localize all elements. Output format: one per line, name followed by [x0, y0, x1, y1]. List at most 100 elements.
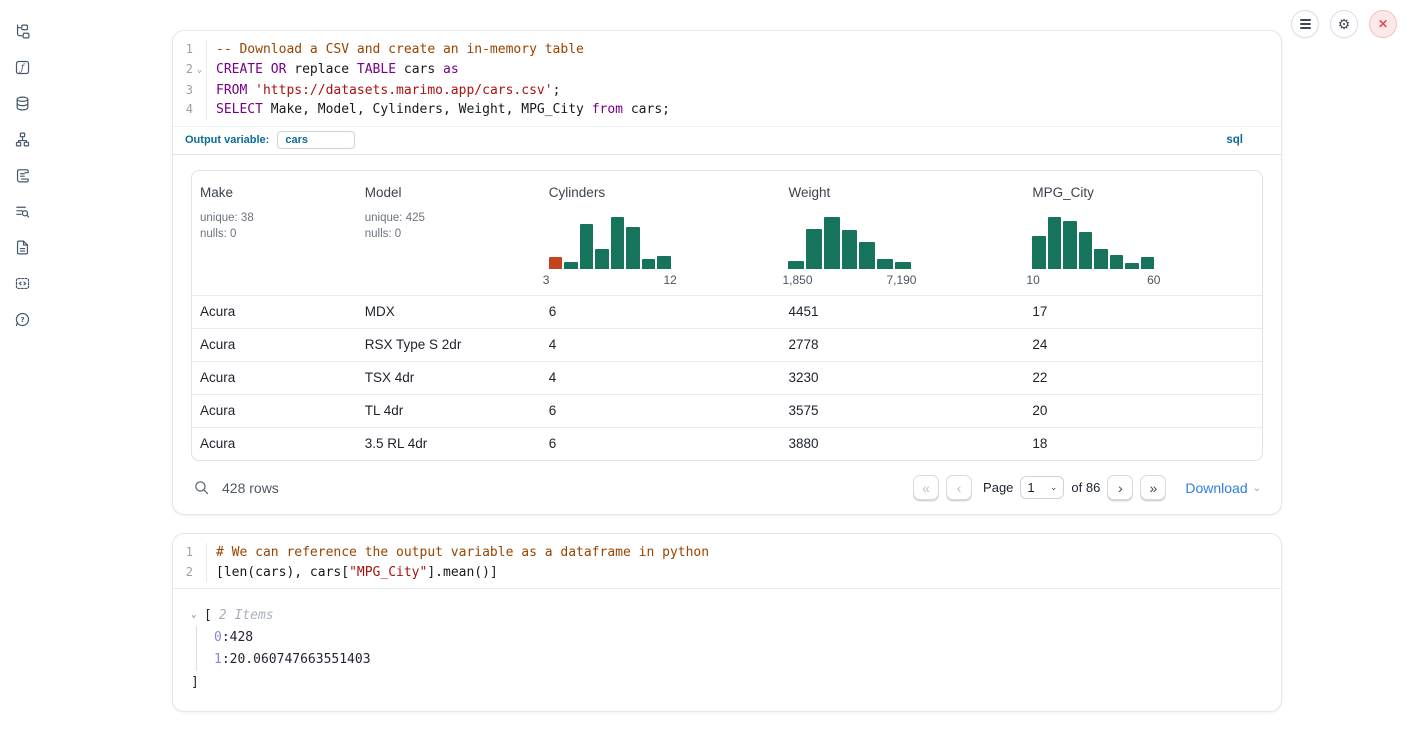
- output-list-item: 0: 428: [214, 626, 1263, 649]
- sql-code-editor[interactable]: 1-- Download a CSV and create an in-memo…: [173, 31, 1281, 126]
- item-value: 428: [230, 630, 253, 645]
- search-icon[interactable]: [193, 479, 210, 496]
- line-number: 1: [173, 543, 193, 563]
- code-text: [len(cars), cars["MPG_City"].mean()]: [207, 563, 498, 583]
- file-explorer-icon[interactable]: [14, 23, 31, 40]
- histogram-bar: [642, 259, 656, 268]
- column-histogram[interactable]: [1032, 217, 1154, 269]
- prev-page-icon: ‹: [957, 481, 962, 495]
- histogram-bar: [1048, 217, 1062, 269]
- code-line: 2 [len(cars), cars["MPG_City"].mean()]: [173, 563, 1281, 583]
- collapse-chevron-icon[interactable]: ⌄: [191, 610, 204, 620]
- line-number: 4: [173, 100, 193, 120]
- page-select[interactable]: 1 ⌄: [1020, 476, 1064, 499]
- table-cell: 17: [1024, 304, 1262, 319]
- results-table: Makeunique: 38nulls: 0Modelunique: 425nu…: [191, 170, 1263, 461]
- gutter: 1: [173, 40, 207, 60]
- table-cell: 3.5 RL 4dr: [357, 436, 541, 451]
- help-icon[interactable]: ?: [14, 311, 31, 328]
- column-header-weight[interactable]: Weight1,8507,190: [780, 171, 1024, 295]
- datasources-icon[interactable]: [14, 95, 31, 112]
- scratchpad-function-icon[interactable]: ƒ: [14, 59, 31, 76]
- page-label: Page: [983, 480, 1013, 495]
- code-snippets-icon[interactable]: [14, 275, 31, 292]
- menu-button[interactable]: [1291, 10, 1319, 38]
- table-cell: 6: [541, 403, 781, 418]
- page-select-value: 1: [1027, 480, 1034, 495]
- prev-page-button[interactable]: ‹: [946, 475, 972, 500]
- open-bracket: [: [204, 608, 212, 623]
- column-header-model[interactable]: Modelunique: 425nulls: 0: [357, 171, 541, 295]
- download-button[interactable]: Download ⌄: [1185, 480, 1261, 496]
- histogram-bar: [1032, 236, 1046, 269]
- python-cell: 1 # We can reference the output variable …: [172, 533, 1282, 712]
- histogram-bar: [595, 249, 609, 269]
- output-variable-input[interactable]: [277, 131, 355, 149]
- table-row[interactable]: AcuraRSX Type S 2dr4277824: [192, 328, 1262, 361]
- fold-chevron-icon[interactable]: ⌄: [193, 60, 206, 81]
- next-page-button[interactable]: ›: [1107, 475, 1133, 500]
- code-line: 4 SELECT Make, Model, Cylinders, Weight, …: [173, 100, 1281, 120]
- page-total-label: of 86: [1071, 480, 1100, 495]
- sql-output-section: Makeunique: 38nulls: 0Modelunique: 425nu…: [173, 155, 1281, 505]
- table-row[interactable]: AcuraTL 4dr6357520: [192, 394, 1262, 427]
- histogram-bar: [824, 217, 840, 269]
- code-text: CREATE OR replace TABLE cars as: [207, 60, 459, 81]
- code-text: SELECT Make, Model, Cylinders, Weight, M…: [207, 100, 670, 120]
- output-tree-header: ⌄ [ 2 Items: [191, 604, 1263, 626]
- svg-text:ƒ: ƒ: [18, 63, 25, 74]
- row-count: 428 rows: [222, 480, 279, 496]
- items-count-label: 2 Items: [219, 608, 274, 623]
- documentation-icon[interactable]: [14, 239, 31, 256]
- settings-button[interactable]: ⚙: [1330, 10, 1358, 38]
- histogram-bar: [611, 217, 625, 269]
- gutter: 2⌄: [173, 60, 207, 81]
- snippets-scroll-icon[interactable]: [14, 167, 31, 184]
- table-footer: 428 rows « ‹ Page 1 ⌄ of 86 › » Download…: [191, 471, 1263, 505]
- line-number: 3: [173, 81, 193, 101]
- gutter: 1: [173, 543, 207, 563]
- first-page-button[interactable]: «: [913, 475, 939, 500]
- close-icon: ✕: [1378, 18, 1388, 30]
- code-text: # We can reference the output variable a…: [207, 543, 709, 563]
- table-cell: 4: [541, 337, 781, 352]
- histogram-bar: [580, 224, 594, 269]
- last-page-button[interactable]: »: [1140, 475, 1166, 500]
- code-line: 1 # We can reference the output variable …: [173, 543, 1281, 563]
- item-value: 20.060747663551403: [230, 652, 371, 667]
- table-cell: 3880: [780, 436, 1024, 451]
- table-cell: Acura: [192, 436, 357, 451]
- column-header-make[interactable]: Makeunique: 38nulls: 0: [192, 171, 357, 295]
- histogram-bar: [549, 257, 563, 268]
- table-cell: 20: [1024, 403, 1262, 418]
- gutter: 2: [173, 563, 207, 583]
- histogram-range: 1060: [1026, 273, 1160, 287]
- item-index: 1: [214, 652, 222, 667]
- histogram-bar: [806, 229, 822, 269]
- column-header-mpg_city[interactable]: MPG_City 1060: [1024, 171, 1262, 295]
- shutdown-button[interactable]: ✕: [1369, 10, 1397, 38]
- table-row[interactable]: AcuraMDX6445117: [192, 295, 1262, 328]
- next-page-icon: ›: [1118, 481, 1123, 495]
- column-header-cylinders[interactable]: Cylinders312: [541, 171, 781, 295]
- line-number: 2: [173, 563, 193, 583]
- table-row[interactable]: AcuraTSX 4dr4323022: [192, 361, 1262, 394]
- last-page-icon: »: [1149, 481, 1157, 495]
- histogram-bar: [877, 259, 893, 269]
- column-label: Make: [200, 185, 349, 200]
- column-histogram[interactable]: [788, 217, 910, 269]
- logs-search-icon[interactable]: [14, 203, 31, 220]
- output-tree-items: 0: 4281: 20.060747663551403: [196, 626, 1263, 671]
- dependency-graph-icon[interactable]: [14, 131, 31, 148]
- histogram-bar: [1141, 257, 1155, 268]
- table-cell: TSX 4dr: [357, 370, 541, 385]
- table-row[interactable]: Acura3.5 RL 4dr6388018: [192, 427, 1262, 460]
- column-label: MPG_City: [1032, 185, 1254, 200]
- column-histogram[interactable]: [549, 217, 671, 269]
- histogram-range: 1,8507,190: [782, 273, 916, 287]
- table-cell: Acura: [192, 337, 357, 352]
- column-label: Cylinders: [549, 185, 773, 200]
- hamburger-icon: [1300, 19, 1311, 29]
- output-variable-row: Output variable: sql: [173, 126, 1281, 155]
- python-code-editor[interactable]: 1 # We can reference the output variable …: [173, 534, 1281, 589]
